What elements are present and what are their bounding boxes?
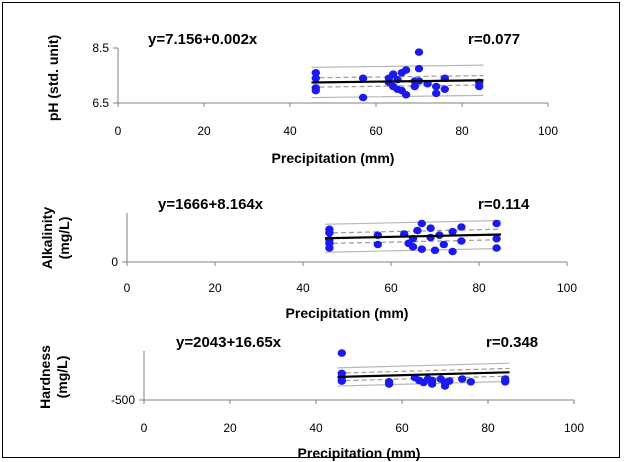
data-point [413,226,422,235]
data-point [325,229,334,237]
x-tick-label: 40 [296,281,310,295]
data-point [457,237,466,245]
x-tick-label: 100 [538,124,558,138]
y-tick-label: 8.5 [92,41,109,55]
x-tick-label: 40 [283,124,297,138]
data-point [430,246,440,255]
panel-2: 00 20 40 60 80 100 Precipitation (mm) Alkalinit… [39,196,577,321]
data-point [448,227,457,236]
regression-equation: y=2043+16.65x [176,334,282,351]
data-point [457,223,466,231]
x-tick-label: 20 [208,281,222,295]
data-point [389,70,398,78]
y-axis-title: pH (std. unit) [45,35,61,121]
figure-frame [2,2,620,458]
x-tick-label: 100 [557,281,577,295]
regression-line [311,79,484,84]
panel-3: -500 0 20 40 60 80 100 Precipitation (mm) Hardne… [37,334,584,461]
confidence-band-upper [337,367,510,374]
data-point [414,64,424,73]
x-tick-label: 40 [309,421,323,435]
data-point [426,224,435,232]
data-point [458,375,467,383]
data-point [445,377,454,385]
data-point [311,74,320,83]
x-tick-label: 100 [564,421,584,435]
y-axis-title: Alkalinity(mg/L) [39,207,72,269]
y-axis-title-line: (mg/L) [54,356,70,399]
data-point [492,244,501,252]
data-point [408,243,418,251]
x-tick-label: 60 [395,421,409,435]
confidence-band-upper [311,75,484,79]
data-point [384,380,394,388]
x-tick-label: 20 [197,124,211,138]
data-point [439,240,448,249]
data-point [427,380,437,388]
y-axis-title-line: Hardness [37,345,53,409]
regression-equation: y=1666+8.164x [158,196,264,213]
regression-line [337,371,510,379]
data-point [432,82,441,91]
x-tick-label: 80 [481,421,495,435]
confidence-band-lower [337,375,510,382]
y-axis-title-line: (mg/L) [56,217,72,260]
data-point [337,349,346,357]
data-point [401,66,411,74]
data-point [401,90,411,99]
y-axis-title-line: pH (std. unit) [45,35,61,121]
confidence-band-upper [324,228,502,234]
y-axis-title-line: Alkalinity [39,207,55,269]
x-axis-title: Precipitation (mm) [272,150,395,166]
data-point [492,219,501,228]
correlation-label: r=0.077 [468,31,520,48]
data-point [466,378,475,386]
y-tick-label: -500 [111,393,135,407]
data-point [475,82,484,91]
prediction-band-upper [324,219,502,225]
panel-1: 6.5 8.5 0 20 40 60 80 100 Precipitation (mm) pH (… [45,31,558,166]
data-point [337,377,346,385]
correlation-label: r=0.348 [486,334,538,351]
data-point [325,244,334,252]
x-tick-label: 20 [223,421,237,435]
y-tick-label: 0 [111,255,118,269]
data-point [373,240,382,249]
x-tick-label: 0 [115,124,122,138]
data-point [311,86,320,95]
x-axis-title: Precipitation (mm) [298,445,421,461]
y-tick-label: 6.5 [92,96,109,110]
x-tick-label: 80 [455,124,469,138]
data-point [501,378,510,386]
data-point [417,219,426,228]
data-point [311,68,320,77]
data-point [358,93,368,102]
data-point [414,48,424,56]
data-point [492,234,501,243]
data-point [448,247,457,256]
data-point [358,74,368,83]
x-tick-label: 0 [124,281,131,295]
regression-line [324,233,502,240]
y-axis-title: Hardness(mg/L) [37,345,70,409]
data-point [432,89,441,98]
x-tick-label: 60 [369,124,383,138]
x-tick-label: 60 [384,281,398,295]
data-point [410,82,419,91]
data-point [440,85,449,94]
x-tick-label: 80 [472,281,486,295]
regression-equation: y=7.156+0.002x [148,31,258,48]
prediction-band-upper [311,64,484,68]
prediction-band-upper [337,362,510,369]
confidence-band-lower [311,84,484,88]
x-axis-title: Precipitation (mm) [286,305,409,321]
data-point [417,245,426,253]
x-tick-label: 0 [141,421,148,435]
prediction-band-lower [311,94,484,99]
correlation-label: r=0.114 [478,196,530,213]
